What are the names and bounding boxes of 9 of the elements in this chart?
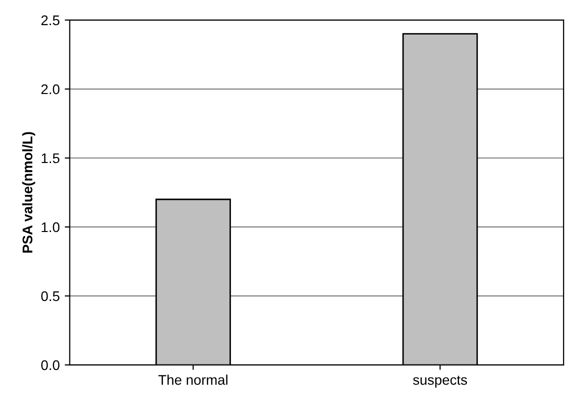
x-tick-label: The normal (158, 374, 228, 385)
y-tick-label: 0.0 (41, 360, 60, 370)
x-tick-label: suspects (413, 376, 468, 388)
y-tick-label: 1.0 (42, 222, 60, 232)
y-tick-label: 0.5 (41, 291, 60, 302)
y-axis-title: PSA value(nmol/L) (22, 132, 36, 253)
y-tick-label: 2.5 (41, 15, 60, 26)
y-tick-label: 1.5 (42, 153, 60, 164)
y-tick-label: 2.0 (41, 84, 60, 94)
